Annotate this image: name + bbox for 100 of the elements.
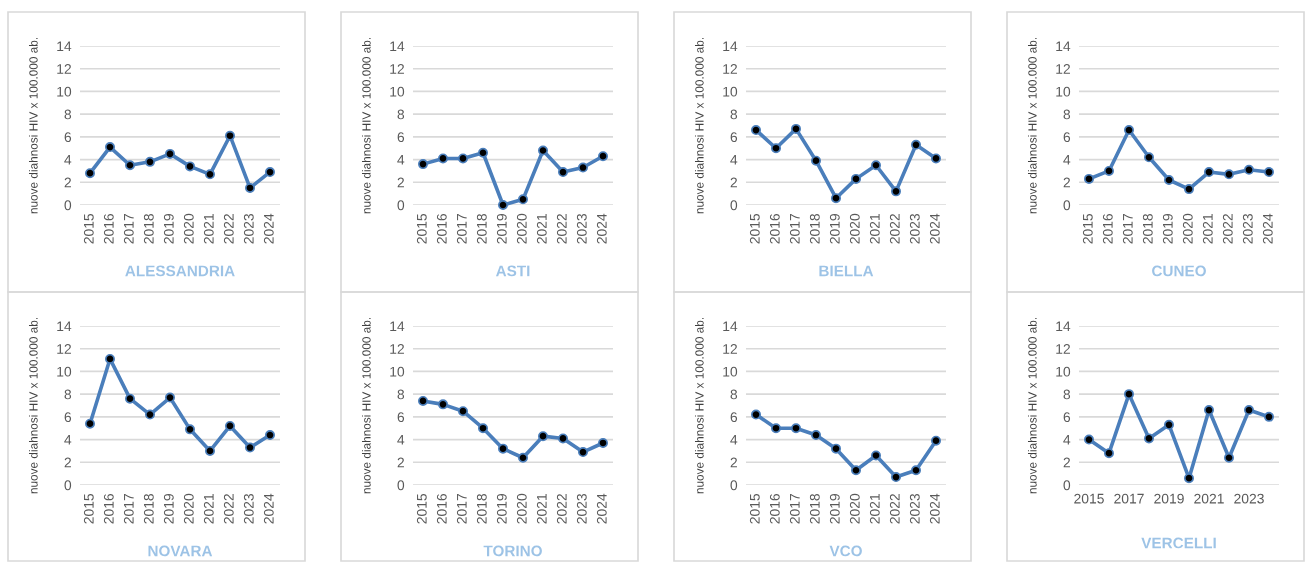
x-tick-label: 2018 [809,213,820,244]
point [1243,405,1255,416]
x-tick-label: 2016 [103,213,114,244]
y-tick-label: 2 [397,457,404,468]
y-tick-label: 14 [723,41,738,52]
x-tick-label: 2016 [103,493,114,524]
y-tick-label: 12 [723,344,737,354]
point [1143,433,1155,444]
x-tick-label: 2022 [1222,214,1233,244]
text: BIELLA [819,265,874,277]
y-tick-label: 14 [390,321,405,332]
x-tick-label: 2016 [769,213,780,244]
point [890,472,902,483]
x-tick-label: 2019 [163,213,174,244]
point [910,139,922,150]
point [1163,419,1175,430]
x-tick-label: 2015 [749,213,760,244]
y-axis-title: nuove diahnosi HIV x 100.000 ab. [362,37,371,214]
y-tick-label: 0 [1063,200,1071,211]
point [850,465,862,476]
point [1263,167,1275,178]
y-tick-label: 8 [397,109,405,120]
y-axis-title: nuove diahnosi HIV x 100.000 ab. [362,317,371,494]
point [224,420,236,431]
x-tick-label: 2020 [1182,213,1193,244]
x-tick-label: 2015 [1082,213,1093,244]
x-tick-label: 2020 [849,213,860,244]
point [1263,411,1275,422]
point [477,423,489,434]
x-tick-label: 2022 [223,494,234,524]
point [497,199,509,211]
y-tick-label: 6 [1063,412,1071,423]
x-tick-label: 2023 [576,213,587,244]
x-tick-label: 2023 [576,493,587,524]
y-tick-label: 10 [390,366,405,377]
y-tick-label: 10 [1056,86,1071,97]
x-tick-label: 2019 [496,493,507,524]
x-tick-label: 2020 [849,493,860,524]
point [224,130,236,141]
point [910,465,922,476]
x-tick-label: 2023 [243,213,254,244]
x-tick-label: 2018 [476,493,487,524]
y-tick-label: 12 [1056,64,1070,74]
x-tick-label: 2017 [1114,493,1144,504]
y-tick-label: 8 [397,389,405,400]
y-axis-title: nuove diahnosi HIV x 100.000 ab. [1027,37,1037,214]
x-tick-label: 2017 [789,214,800,244]
x-tick-label: 2019 [829,493,840,524]
point [830,443,842,454]
y-tick-label: 2 [64,177,71,188]
x-tick-label: 2023 [909,493,920,524]
point [577,162,589,173]
x-tick-label: 2018 [143,213,154,244]
y-tick-label: 10 [1056,366,1071,377]
point [84,168,96,179]
x-tick-label: 2019 [496,213,507,244]
point [1103,448,1115,459]
y-tick-label: 2 [1063,457,1070,468]
point [577,447,589,458]
point [144,156,156,167]
y-tick-label: 6 [397,412,405,423]
x-tick-label: 2019 [163,493,174,524]
point [790,423,802,434]
y-tick-label: 2 [64,457,71,468]
x-tick-label: 2020 [516,213,527,244]
point [930,153,942,164]
x-tick-label: 2017 [123,494,134,524]
point [1243,164,1255,175]
point [870,450,882,461]
y-tick-label: 4 [64,155,72,165]
x-tick-label: 2021 [536,494,547,524]
x-tick-label: 2018 [476,213,487,244]
x-tick-label: 2023 [1242,213,1253,244]
y-axis-title: nuove diahnosi HIV x 100.000 ab. [694,37,704,214]
point [770,143,782,154]
point [437,399,449,410]
x-tick-label: 2021 [869,214,880,244]
y-tick-label: 6 [730,412,738,423]
y-tick-label: 0 [64,200,72,211]
point [597,151,609,162]
point [144,409,156,420]
point [104,353,116,364]
x-tick-label: 2015 [83,493,94,524]
x-tick-label: 2019 [829,213,840,244]
y-tick-label: 4 [730,435,738,445]
x-tick-label: 2021 [203,494,214,524]
x-tick-label: 2017 [1122,214,1133,244]
y-tick-label: 10 [57,366,72,377]
x-tick-label: 2023 [1234,493,1264,504]
x-tick-label: 2015 [83,213,94,244]
y-tick-label: 12 [57,64,71,74]
y-axis-title: nuove diahnosi HIV x 100.000 ab. [1027,317,1037,494]
point [164,392,176,403]
x-tick-label: 2024 [929,493,940,524]
x-tick-label: 2022 [889,494,900,524]
y-tick-label: 4 [397,155,405,165]
point [437,153,449,164]
point [537,145,549,156]
x-tick-label: 2019 [1162,213,1173,244]
x-tick-label: 2022 [889,214,900,244]
